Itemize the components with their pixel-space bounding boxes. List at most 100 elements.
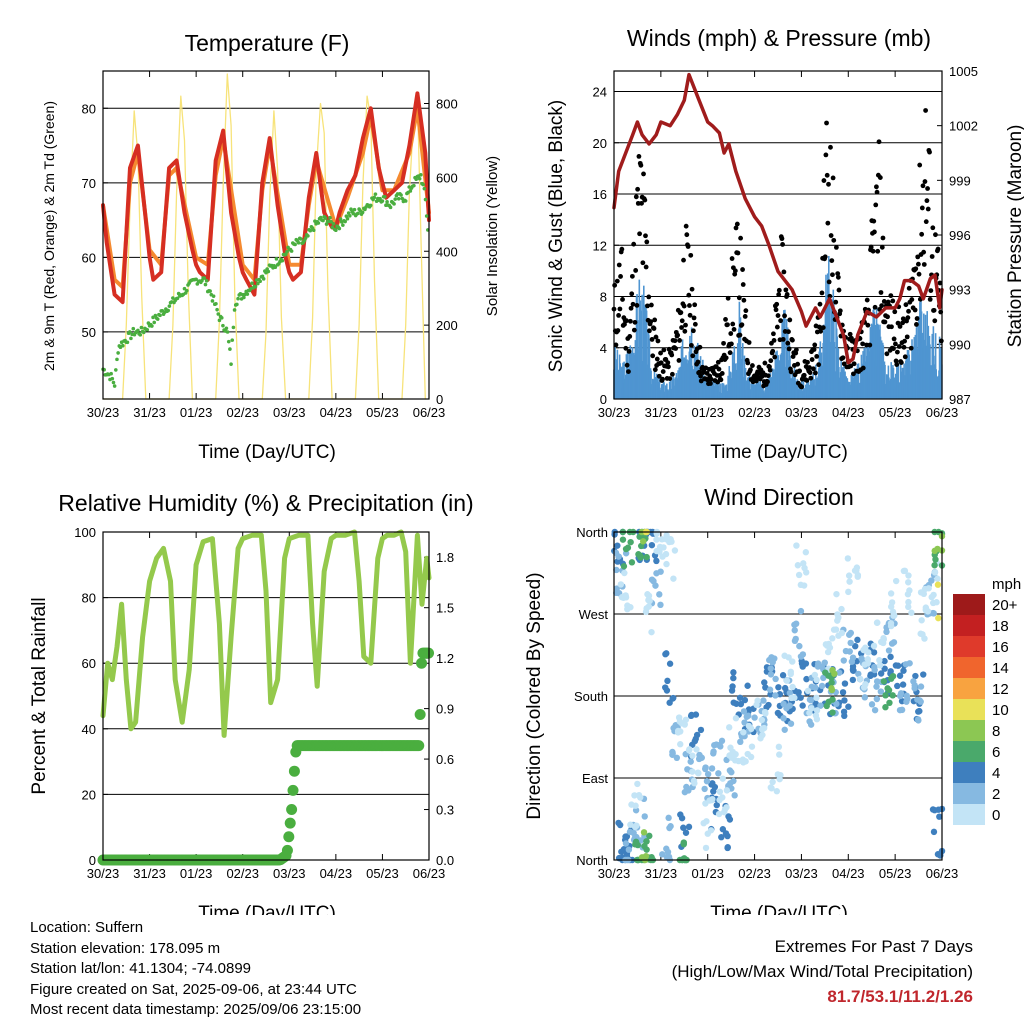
x-tick-label: 31/23 [645,866,678,881]
extremes-values: 81.7/53.1/11.2/1.26 [827,987,973,1006]
gust-point [620,297,625,302]
direction-point [840,708,848,716]
dewpoint-point [396,196,401,201]
gust-point [748,367,753,373]
gust-point [633,194,639,200]
direction-point [808,705,815,712]
direction-point [662,550,670,558]
wind-ylabel: Sonic Wind & Gust (Blue, Black) [546,100,567,372]
direction-point [709,780,716,787]
gust-point [793,347,799,353]
gust-point [643,264,649,270]
solar-insolation-line [102,73,426,400]
direction-point [776,751,783,758]
direction-point [726,767,734,774]
dewpoint-point [408,189,413,193]
right-tick-label: 999 [949,173,971,188]
gust-point [902,354,908,360]
right-tick-label: 0 [436,392,443,407]
direction-point [924,608,932,615]
gust-point [687,303,692,308]
direction-point [720,808,728,816]
direction-point [817,702,824,709]
direction-point [925,585,932,592]
gust-point [690,328,696,334]
gust-point [795,361,801,367]
gust-point [835,274,841,280]
direction-point [758,716,766,724]
dewpoint-point [393,197,398,201]
rh-xlabel: Time (Day/UTC) [198,903,336,915]
y-tick-label: North [576,525,608,540]
gust-point [765,379,770,385]
direction-point [847,629,855,637]
y-tick-label: 8 [600,290,607,305]
gust-point [879,244,885,250]
precip-point [288,765,300,777]
gust-point [786,329,791,335]
dewpoint-point [112,384,117,388]
gust-point [669,371,675,377]
plot-border [613,70,943,400]
direction-point [667,535,674,543]
gust-point [930,225,936,231]
gust-point [684,232,690,238]
gust-point [920,183,926,189]
direction-point [873,695,881,703]
direction-point [829,709,836,716]
direction-point [685,823,693,831]
direction-point [828,679,835,686]
temp-chart-title: Temperature (F) [185,30,350,56]
gust-point [828,144,833,150]
direction-point [852,642,859,650]
gust-point [775,313,781,318]
legend-label: 16 [992,639,1009,656]
dewpoint-point [253,284,258,289]
x-tick-label: 03/23 [273,405,306,420]
dewpoint-point [414,177,418,181]
direction-point [732,715,740,722]
direction-point [854,636,861,644]
direction-point [634,780,641,788]
y-tick-label: West [579,607,609,622]
station-elevation: Station elevation: 178.095 m [30,939,221,957]
right-tick-label: 400 [436,244,458,259]
gust-point [627,334,633,339]
gust-point [874,189,880,195]
direction-point [892,662,900,669]
dewpoint-point [127,330,132,334]
gust-point [745,360,751,366]
gust-point [665,360,671,366]
legend-swatch [953,594,985,615]
relative-humidity-line [100,529,432,738]
direction-point [657,601,664,609]
dewpoint-point [256,281,260,286]
gust-point [612,282,618,288]
direction-point [652,582,659,589]
direction-point [793,542,800,549]
gust-point [727,350,733,356]
dewpoint-point [424,214,429,218]
legend-swatch [953,720,985,741]
direction-point [689,752,696,759]
direction-point [622,594,630,601]
direction-point [614,542,621,549]
direction-point [680,840,687,848]
dewpoint-point [308,228,313,233]
direction-point [780,715,787,722]
dewpoint-point [210,299,215,303]
direction-point [767,784,775,791]
gust-point [681,257,686,263]
direction-point [673,754,681,762]
gust-point [833,244,839,250]
dewpoint-point [331,221,336,226]
plot-border [102,70,430,400]
direction-point [911,682,918,689]
direction-point [715,810,723,818]
gust-point [723,355,729,361]
direction-point [896,706,904,714]
gust-point [868,244,874,250]
dewpoint-point [202,276,207,280]
direction-point [813,694,820,702]
gust-point [776,287,782,293]
